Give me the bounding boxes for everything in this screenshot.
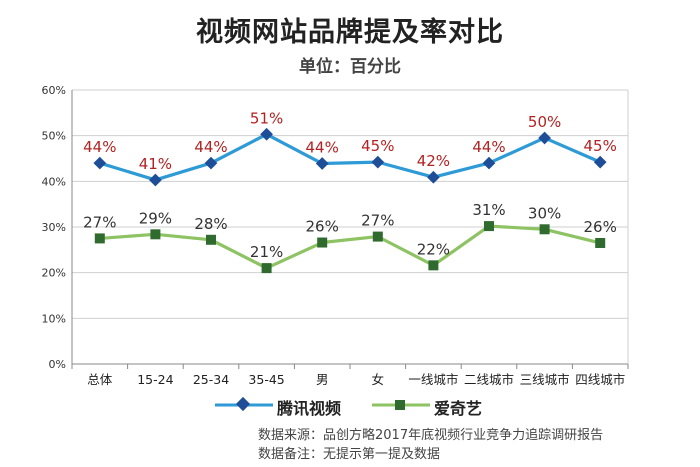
data-label-1: 44% (306, 139, 339, 157)
y-tick-label: 40% (42, 175, 66, 188)
data-point-1 (149, 173, 162, 187)
data-label-1: 45% (361, 137, 394, 155)
data-label-2: 26% (306, 218, 339, 236)
data-label-2: 30% (528, 204, 561, 222)
data-remark-note: 数据备注：无提示第一提及数据 (258, 447, 441, 462)
data-label-1: 45% (584, 137, 617, 155)
data-point-2 (372, 231, 383, 242)
y-tick-label: 30% (42, 221, 66, 234)
data-point-1 (593, 155, 607, 169)
legend-item-series-2: 爱奇艺 (372, 393, 572, 418)
legend-label-series-2: 爱奇艺 (434, 399, 483, 418)
x-tick-label: 一线城市 (408, 372, 458, 387)
y-tick-label: 10% (42, 312, 66, 325)
legend-label-series-1: 腾讯视频 (277, 399, 342, 418)
legend-item-series-1: 腾讯视频 (215, 393, 415, 418)
data-point-1 (427, 170, 440, 184)
data-label-2: 27% (83, 213, 116, 231)
data-label-2: 27% (361, 212, 394, 230)
y-tick-label: 50% (42, 130, 66, 143)
data-point-1 (93, 156, 107, 170)
data-label-1: 44% (472, 138, 505, 156)
data-label-2: 31% (472, 201, 505, 219)
data-label-2: 22% (417, 240, 450, 258)
x-tick-label: 三线城市 (520, 372, 570, 387)
data-point-2 (595, 237, 606, 248)
data-source-note: 数据来源：品创方略2017年底视频行业竞争力追踪调研报告 (258, 428, 604, 443)
data-label-1: 51% (250, 109, 283, 127)
data-point-2 (261, 263, 272, 274)
x-tick-label: 35-45 (248, 372, 284, 387)
data-point-1 (315, 157, 329, 170)
x-tick-label: 男 (316, 372, 329, 387)
data-label-1: 50% (528, 113, 561, 131)
data-point-2 (484, 221, 494, 232)
series-line-1 (99, 132, 601, 182)
y-tick-label: 60% (42, 84, 66, 97)
data-point-1 (204, 156, 218, 170)
data-point-2 (150, 229, 161, 240)
data-point-2 (94, 233, 105, 244)
data-point-2 (317, 237, 328, 248)
square-marker-icon (372, 400, 430, 410)
data-label-2: 26% (584, 218, 617, 236)
x-tick-label: 总体 (87, 372, 113, 387)
series-line-2 (99, 224, 601, 270)
chart-title: 视频网站品牌提及率对比 (196, 17, 504, 48)
x-tick-label: 女 (372, 372, 385, 387)
data-point-2 (539, 224, 550, 235)
data-label-2: 28% (194, 215, 227, 233)
legend: 腾讯视频 爱奇艺 (215, 393, 635, 418)
chart-subtitle: 单位：百分比 (299, 57, 401, 77)
x-tick-label: 15-24 (137, 372, 173, 387)
data-point-2 (206, 234, 216, 245)
diamond-marker-icon (215, 396, 273, 412)
data-point-1 (260, 127, 273, 141)
data-label-1: 41% (139, 155, 172, 173)
data-label-2: 21% (250, 243, 283, 261)
x-tick-label: 四线城市 (575, 372, 625, 387)
data-label-1: 42% (417, 152, 450, 170)
data-point-1 (371, 155, 385, 169)
y-tick-label: 20% (42, 267, 66, 280)
data-label-2: 29% (139, 209, 172, 227)
data-label-1: 44% (194, 138, 227, 156)
y-tick-label: 0% (49, 358, 66, 371)
x-tick-label: 25-34 (193, 372, 229, 387)
data-point-2 (428, 260, 439, 271)
data-label-1: 44% (83, 138, 116, 156)
data-point-1 (482, 156, 496, 170)
data-point-1 (538, 131, 551, 145)
x-tick-label: 二线城市 (464, 372, 514, 387)
